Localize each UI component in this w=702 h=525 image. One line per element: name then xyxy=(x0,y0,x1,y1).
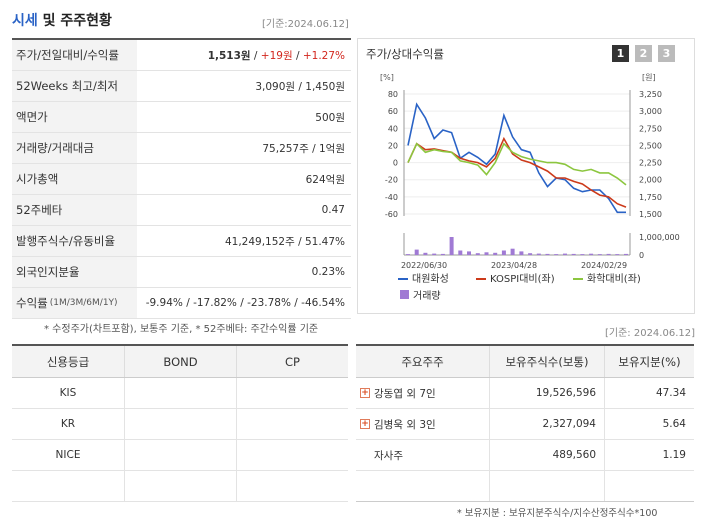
left-tick-label: -60 xyxy=(385,210,398,219)
volume-bar xyxy=(536,253,541,255)
right-tick-label: 3,000 xyxy=(639,107,662,116)
left-unit: [%] xyxy=(380,73,394,82)
volume-bar xyxy=(414,249,419,255)
table-row: KR xyxy=(12,409,348,440)
right-tick-label: 2,000 xyxy=(639,176,662,185)
volume-bar xyxy=(423,252,428,255)
par-row: 액면가 500원 xyxy=(12,102,351,133)
period-button-1[interactable]: 1 xyxy=(612,45,629,62)
table-row: + 김병욱 외 3인 2,327,094 5.64 xyxy=(356,409,694,440)
note-right: * 보유지분 : 보유지분주식수/지수산정주식수*100 xyxy=(457,508,658,519)
market-cap-row: 시가총액 624억원 xyxy=(12,164,351,195)
expand-icon[interactable]: + xyxy=(360,388,370,398)
period-button-3[interactable]: 3 xyxy=(658,45,675,62)
right-tick-label: 2,750 xyxy=(639,124,662,133)
volume-bar xyxy=(501,250,506,255)
volume-bar xyxy=(615,254,620,255)
note-left: * 수정주가(차트포함), 보통주 기준, * 52주베타: 주간수익률 기준 xyxy=(44,324,319,335)
legend-label: KOSPI대비(좌) xyxy=(490,273,555,285)
table-row: + 강동엽 외 7인 19,526,596 47.34 xyxy=(356,378,694,409)
volume-bar xyxy=(475,253,480,255)
volume-bar xyxy=(528,253,533,255)
table-row: 자사주 489,560 1.19 xyxy=(356,440,694,471)
x-tick-label: 2024/02/29 xyxy=(581,261,627,270)
quote-info-table: 주가/전일대비/수익률 1,513원 / +19원 / +1.27% 52Wee… xyxy=(12,38,351,319)
volume-bar xyxy=(597,254,602,255)
price-row: 주가/전일대비/수익률 1,513원 / +19원 / +1.27% xyxy=(12,40,351,71)
volume-bar xyxy=(484,252,489,255)
return-row: 수익률 (1M/3M/6M/1Y) -9.94% / -17.82% / -23.… xyxy=(12,288,351,319)
legend-label: 대원화성 xyxy=(412,273,449,285)
volume-bar xyxy=(519,251,524,255)
x-tick-label: 2023/04/28 xyxy=(491,261,537,270)
volume-bar xyxy=(406,254,410,255)
expand-icon[interactable]: + xyxy=(360,419,370,429)
right-tick-label: 1,750 xyxy=(639,193,662,202)
price-change-pct: +1.27% xyxy=(302,49,345,62)
major-holders-table: 주요주주 보유주식수(보통) 보유지분(%) + 강동엽 외 7인 19,526,… xyxy=(356,344,694,502)
table-row: NICE xyxy=(12,440,348,471)
section-title: 시세 및 주주현황 xyxy=(12,13,112,29)
chart-title: 주가/상대수익률 xyxy=(366,47,444,61)
period-button-2[interactable]: 2 xyxy=(635,45,652,62)
volume-bar xyxy=(563,253,567,255)
table-row: KIS xyxy=(12,378,348,409)
as-of-date: [기준:2024.06.12] xyxy=(262,19,349,30)
credit-rating-table: 신용등급 BOND CP KIS KR NICE xyxy=(12,344,348,502)
legend-label: 거래량 xyxy=(413,290,441,302)
left-tick-label: 80 xyxy=(388,90,398,99)
table-row xyxy=(12,471,348,502)
current-price: 1,513원 xyxy=(207,49,251,62)
volume-bar xyxy=(624,253,628,255)
volume-bar xyxy=(589,253,594,255)
right-tick-label: 2,250 xyxy=(639,159,662,168)
volume-bar xyxy=(432,253,437,255)
volume-bar xyxy=(606,253,611,255)
legend-swatch xyxy=(400,290,409,299)
series-line-0 xyxy=(407,102,626,214)
volume-bar xyxy=(493,252,498,255)
volume-row: 거래량/거래대금 75,257주 / 1억원 xyxy=(12,133,351,164)
beta-row: 52주베타 0.47 xyxy=(12,195,351,226)
right-tick-label: 1,500 xyxy=(639,210,662,219)
left-tick-label: 0 xyxy=(393,159,398,168)
series-line-2 xyxy=(407,142,627,186)
right-tick-label: 2,500 xyxy=(639,141,662,150)
volume-bar xyxy=(440,253,445,255)
left-tick-label: -40 xyxy=(385,193,398,202)
table-row xyxy=(356,471,694,502)
left-tick-label: 20 xyxy=(388,141,398,150)
volume-bar xyxy=(571,253,576,255)
volume-bar xyxy=(467,251,471,255)
chart-panel: 주가/상대수익률 1 2 3 [%] [원] 80 60 40 20 0 -20 -40 -60 3… xyxy=(357,38,695,314)
as-of-date-2: [기준: 2024.06.12] xyxy=(605,328,696,339)
left-tick-label: 40 xyxy=(388,124,398,133)
w52-row: 52Weeks 최고/최저 3,090원 / 1,450원 xyxy=(12,71,351,102)
right-tick-label: 3,250 xyxy=(639,90,662,99)
price-change: +19원 xyxy=(260,49,293,62)
foreign-row: 외국인지분율 0.23% xyxy=(12,257,351,288)
shares-row: 발행주식수/유동비율 41,249,152주 / 51.47% xyxy=(12,226,351,257)
volume-tick-label: 1,000,000 xyxy=(639,233,680,242)
legend-label: 화학대비(좌) xyxy=(587,273,641,285)
left-tick-label: 60 xyxy=(388,107,398,116)
volume-bar xyxy=(554,254,559,255)
price-chart: [%] [원] 80 60 40 20 0 -20 -40 -60 3,250 3,000 2,750 2… xyxy=(380,73,680,302)
volume-tick-label: 0 xyxy=(639,251,644,260)
volume-bar xyxy=(458,250,463,255)
volume-bar xyxy=(580,254,585,255)
left-tick-label: -20 xyxy=(385,176,398,185)
volume-bar xyxy=(510,248,515,255)
x-tick-label: 2022/06/30 xyxy=(401,261,447,270)
right-unit: [원] xyxy=(642,73,656,82)
volume-bar xyxy=(449,237,454,255)
volume-bar xyxy=(545,253,550,255)
